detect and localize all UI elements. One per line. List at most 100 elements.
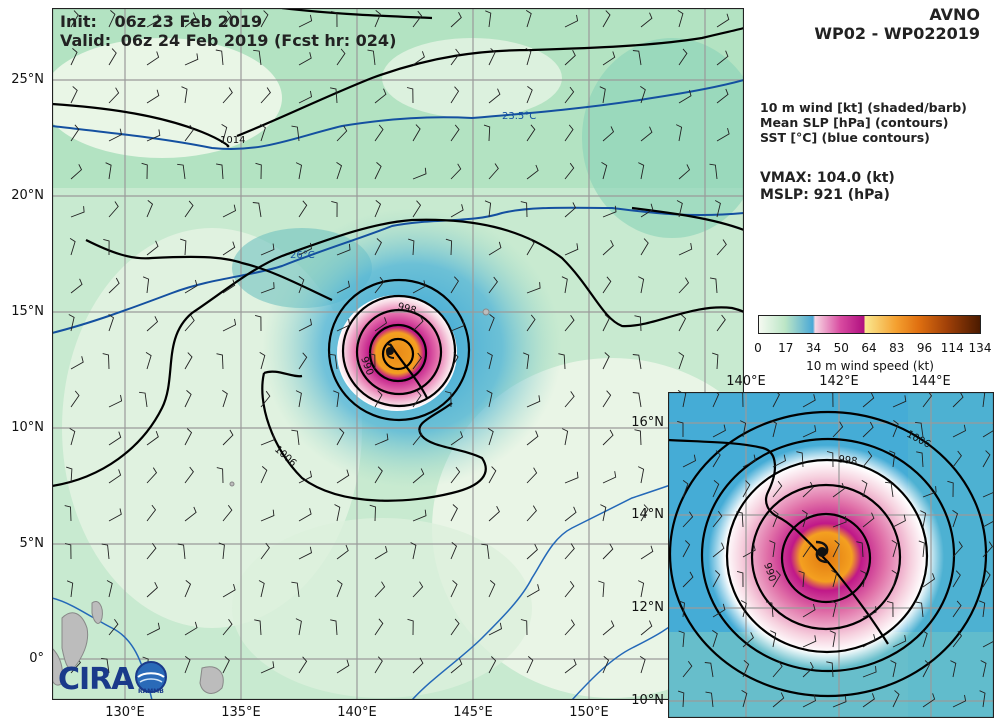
cira-logo: CIRA RAMMB (58, 660, 168, 698)
wind-barb (488, 466, 497, 484)
colorbar-ticks: 0 17 34 50 64 83 96 114 134 (754, 341, 991, 357)
wind-barb (450, 352, 459, 370)
wind-barb (638, 276, 645, 294)
wind-barb (979, 600, 986, 618)
valid-label: Valid: (60, 31, 112, 50)
wind-barb (602, 620, 615, 636)
wind-barb (769, 540, 776, 558)
wind-barb (564, 315, 575, 332)
wind-barb (184, 279, 198, 294)
wind-barb (105, 162, 112, 180)
wind-barb (832, 482, 845, 498)
wind-barb (862, 512, 875, 528)
wind-barb (640, 126, 653, 142)
wind-barb (450, 163, 462, 180)
wind-barb (772, 454, 787, 468)
wind-barb (736, 511, 744, 528)
wind-barb (487, 428, 494, 446)
wind-barb (862, 392, 875, 408)
inset-storm-center-icon (815, 540, 829, 564)
wind-barb (915, 421, 924, 438)
wind-barb (562, 428, 569, 446)
wind-barb (892, 395, 907, 408)
wind-barb (526, 164, 539, 180)
wind-barb (254, 314, 262, 332)
wind-barb (682, 392, 687, 408)
wind-barb (336, 280, 351, 294)
wind-barb (374, 581, 386, 598)
wind-barb (412, 200, 422, 218)
wind-barb (716, 13, 730, 28)
wind-barb (412, 657, 424, 674)
wind-barb (336, 580, 343, 598)
wind-barb (862, 421, 874, 438)
wind-barb (915, 601, 924, 618)
wind-barb (526, 505, 537, 522)
wind-barb (222, 10, 232, 28)
wind-barb (798, 570, 805, 588)
wind-barb (952, 392, 964, 408)
cira-logo-text: CIRA (58, 662, 134, 697)
wind-barb (488, 622, 503, 636)
wind-barb (330, 619, 338, 636)
wind-barb (982, 634, 994, 648)
wind-barb (108, 128, 123, 142)
wind-barb (222, 390, 228, 408)
p998-label: 998 (396, 301, 417, 317)
wind-barb (184, 315, 195, 332)
wind-barb (862, 693, 875, 708)
wind-barb (982, 450, 991, 468)
wind-barb (222, 583, 236, 598)
wind-barb (922, 660, 931, 678)
wind-barb (184, 621, 198, 636)
wind-barb (406, 87, 414, 104)
wind-barb (742, 632, 754, 648)
wind-colorbar (758, 315, 981, 334)
wind-barb (772, 510, 779, 528)
wind-barb (802, 425, 817, 438)
wind-barb (862, 450, 873, 468)
wind-barb (184, 580, 192, 598)
wind-barb (64, 505, 72, 522)
wind-barb (336, 544, 349, 560)
wind-barb (678, 314, 687, 332)
wind-barb (374, 276, 385, 294)
wind-barb (712, 352, 719, 370)
wind-barb (564, 506, 577, 522)
wind-barb (802, 540, 812, 558)
wind-barb (329, 353, 338, 370)
wind-barb (526, 430, 539, 446)
wind-barb (561, 276, 568, 294)
wind-barb (892, 635, 907, 648)
wind-barb (796, 451, 804, 468)
wind-barb (712, 392, 720, 408)
wind-barb (69, 428, 76, 446)
wind-barb (259, 352, 266, 370)
wind-barb (374, 390, 383, 408)
wind-barb (298, 90, 313, 104)
main-lat-tick-0: 25°N (11, 72, 44, 87)
main-lat-tick-5: 0° (29, 651, 44, 666)
wind-barb (181, 86, 188, 104)
wind-barb (184, 390, 192, 408)
wind-barb (298, 242, 313, 256)
wind-barb (772, 392, 780, 408)
wind-barb (952, 450, 962, 468)
wind-barb (298, 546, 313, 560)
wind-barb (712, 510, 723, 528)
wind-barb (712, 542, 725, 558)
wind-barb (712, 480, 720, 498)
wind-barb (412, 10, 423, 28)
wind-barb (523, 352, 530, 370)
wind-barb (770, 420, 777, 438)
wind-barb (141, 162, 148, 180)
wind-barb (336, 469, 350, 484)
wind-barb (450, 124, 460, 142)
wind-barb (982, 514, 994, 528)
wind-barb (222, 279, 236, 294)
wind-barb (260, 509, 275, 522)
main-lat-tick-3: 10°N (11, 420, 44, 435)
wind-barb (295, 390, 302, 408)
wind-barb (716, 314, 726, 332)
wind-barb (222, 656, 230, 674)
